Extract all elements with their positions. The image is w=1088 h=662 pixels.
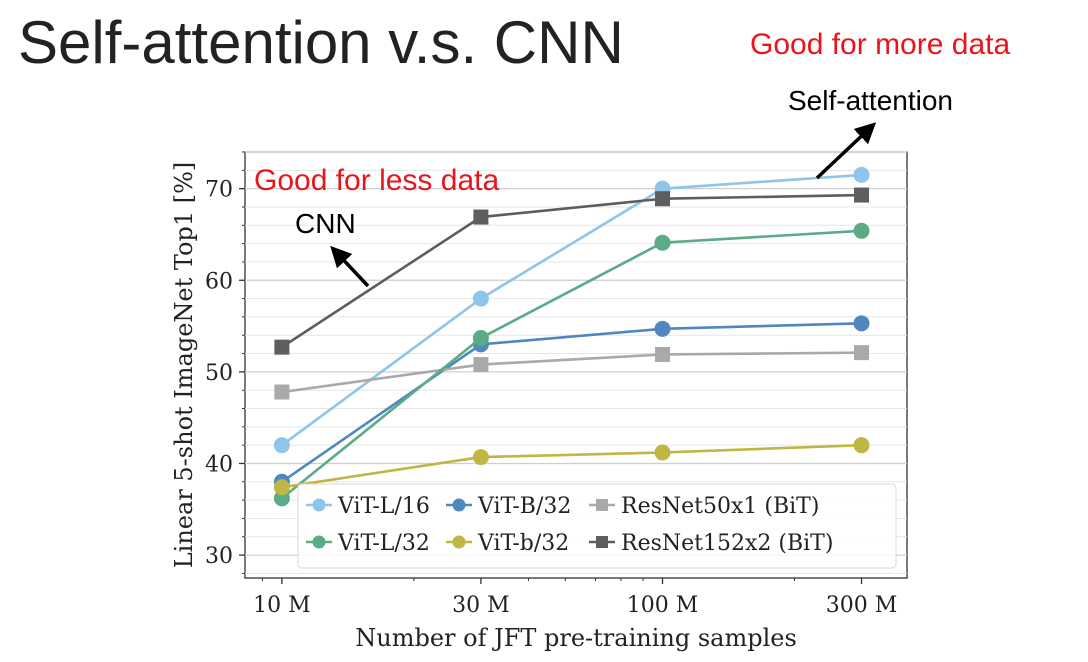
y-axis-label: Linear 5-shot ImageNet Top1 [%] [170, 162, 198, 569]
series-resnet152x2-bit- [274, 187, 870, 355]
data-point [273, 479, 290, 496]
legend-swatch-marker [452, 535, 466, 549]
legend-item: ResNet50x1 (BiT) [589, 494, 819, 519]
data-point [472, 329, 489, 346]
x-tick-label: 10 M [253, 593, 311, 618]
data-point [472, 449, 489, 466]
legend-item: ResNet152x2 (BiT) [589, 531, 833, 556]
legend-swatch-marker [596, 536, 608, 548]
data-point [473, 357, 489, 373]
legend-label: ResNet152x2 (BiT) [621, 531, 833, 556]
series-group [273, 166, 870, 507]
series-line [281, 443, 862, 489]
x-tick-label: 300 M [826, 593, 898, 618]
x-tick-label: 30 M [452, 593, 510, 618]
data-point [273, 490, 290, 507]
series-vit-l-32 [273, 222, 870, 507]
data-point [273, 437, 290, 454]
y-tick-label: 30 [205, 544, 233, 569]
data-point [655, 191, 671, 207]
legend-item: ViT-L/32 [306, 531, 430, 556]
series-line [281, 322, 862, 483]
slide-title: Self-attention v.s. CNN [18, 9, 624, 76]
data-point [654, 320, 671, 337]
legend-item: ViT-B/32 [446, 494, 571, 519]
data-point [853, 222, 870, 239]
data-point [473, 209, 489, 225]
legend-label: ViT-L/16 [337, 494, 430, 519]
legend-swatch-marker [452, 498, 466, 512]
y-tick-label: 40 [205, 452, 233, 477]
annotation-arrows [330, 122, 877, 288]
legend-swatch-marker [312, 535, 326, 549]
data-point [853, 315, 870, 332]
series-line [281, 351, 862, 394]
annotation-good-for-less-data: Good for less data [254, 164, 500, 197]
data-point [654, 234, 671, 251]
data-point [853, 437, 870, 454]
series-line [281, 173, 862, 447]
x-axis-label: Number of JFT pre-training samples [355, 624, 797, 652]
series-vit-b-32 [273, 437, 870, 496]
legend-swatch-marker [312, 498, 326, 512]
arrow-to-cnn [330, 245, 370, 288]
annotation-good-for-more-data: Good for more data [750, 28, 1011, 61]
series-resnet50x1-bit- [274, 345, 870, 400]
legend-label: ViT-b/32 [477, 531, 569, 556]
series-line [281, 193, 862, 349]
series-vit-b-32 [273, 315, 870, 490]
series-vit-l-16 [273, 166, 870, 454]
legend-label: ViT-B/32 [477, 494, 571, 519]
data-point [274, 384, 290, 400]
legend-item: ViT-b/32 [446, 531, 569, 556]
data-point [854, 187, 870, 203]
data-point [654, 444, 671, 461]
legend-item: ViT-L/16 [306, 494, 430, 519]
legend-label: ResNet50x1 (BiT) [621, 494, 819, 519]
legend: ViT-L/16 ViT-B/32 ResNet50x1 (BiT) ViT-L/32… [297, 483, 897, 569]
y-tick-label: 70 [205, 178, 233, 203]
data-point [655, 346, 671, 362]
arrow-to-self-attention [815, 122, 877, 180]
legend-swatch-marker [596, 499, 608, 511]
x-tick-label: 100 M [627, 593, 699, 618]
annotation-self-attention: Self-attention [788, 85, 953, 116]
y-tick-label: 50 [205, 361, 233, 386]
series-line [281, 229, 862, 500]
y-tick-label: 60 [205, 269, 233, 294]
data-point [853, 166, 870, 183]
data-point [854, 345, 870, 361]
data-point [472, 290, 489, 307]
legend-label: ViT-L/32 [337, 531, 430, 556]
data-point [274, 339, 290, 355]
annotation-cnn: CNN [295, 208, 356, 239]
axes: 30 40 50 60 70 10 M 30 M 100 M 300 M Number of JF… [170, 151, 898, 652]
